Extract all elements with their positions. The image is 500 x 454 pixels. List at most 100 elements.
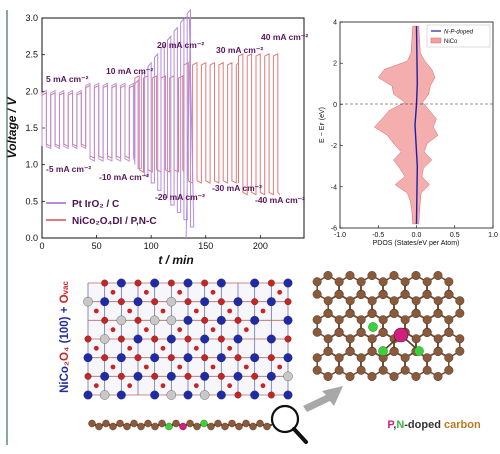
crystal-atom xyxy=(166,296,177,307)
crystal-atom xyxy=(199,390,210,400)
crystal-atom xyxy=(151,372,159,380)
left-y-tick-label: 2.5 xyxy=(25,50,38,60)
crystal-atom xyxy=(183,353,193,363)
graphene-carbon-atom xyxy=(312,277,322,287)
right-legend: N-P-doped NiCo xyxy=(426,24,491,48)
sheet-atom xyxy=(95,422,103,431)
crystal-atom xyxy=(134,354,142,362)
crystal-atom xyxy=(134,279,142,287)
sheet-atom xyxy=(165,422,173,431)
graphene-carbon-atom xyxy=(400,290,410,300)
right-y-tick-label: -4 xyxy=(331,184,337,191)
crystal-atom xyxy=(193,308,199,314)
sheet-atom xyxy=(235,422,243,431)
graphene-carbon-atom xyxy=(411,271,421,281)
series-ptiro2-blowup xyxy=(134,8,195,239)
graphene-carbon-atom xyxy=(400,277,410,287)
crystal-atom xyxy=(283,353,293,363)
crystal-atom xyxy=(217,298,225,306)
sheet-atom xyxy=(123,422,131,431)
graphene-carbon-atom xyxy=(323,334,333,344)
graphene-carbon-atom xyxy=(367,309,377,319)
crystal-atom xyxy=(117,298,125,306)
sheet-atom xyxy=(249,422,257,431)
graphene-carbon-atom xyxy=(455,334,465,344)
crystal-atom xyxy=(200,334,210,344)
graphene-carbon-atom xyxy=(433,271,443,281)
crystal-atom xyxy=(100,371,110,381)
crystal-atom xyxy=(116,315,127,326)
crystal-atom xyxy=(243,327,249,333)
crystal-atom xyxy=(250,315,260,325)
crystal-atom xyxy=(227,308,233,314)
crystal-atom xyxy=(167,354,175,362)
crystal-atom xyxy=(216,278,226,288)
sheet-atom xyxy=(151,422,159,431)
carbon-sheet-side-view xyxy=(88,419,272,431)
annotation-bottom-3: -30 mA cm⁻² xyxy=(212,183,262,193)
crystal-atom xyxy=(217,335,225,343)
crystal-atom xyxy=(166,334,176,344)
sheet-atom xyxy=(179,422,187,431)
graphene-carbon-atom xyxy=(433,296,443,306)
series-nico-pdos-area xyxy=(374,25,439,225)
crystal-atom xyxy=(210,289,216,295)
pn-doped-carbon-structure xyxy=(312,271,465,382)
crystal-atom xyxy=(233,371,243,381)
crystal-atom xyxy=(283,278,293,288)
crystal-atom xyxy=(277,289,283,295)
crystal-atom xyxy=(160,345,166,351)
crystal-atom xyxy=(116,353,126,363)
graphene-carbon-atom xyxy=(334,315,344,325)
graphene-phosphorus-atom xyxy=(393,327,409,343)
graphene-carbon-atom xyxy=(345,334,355,344)
crystal-atom xyxy=(83,296,93,307)
graphene-carbon-atom xyxy=(367,372,377,382)
right-y-tick-label: 2 xyxy=(333,61,337,68)
crystal-atom xyxy=(100,297,110,307)
graphene-carbon-atom xyxy=(323,309,333,319)
graphene-carbon-atom xyxy=(356,353,366,363)
annotation-top-4: 40 mA cm⁻² xyxy=(261,32,308,42)
crystal-atom xyxy=(251,372,259,380)
crystal-atom xyxy=(267,279,275,287)
crystal-atom xyxy=(177,327,183,333)
crystal-atom xyxy=(160,383,166,389)
crystal-atom xyxy=(110,327,116,333)
crystal-atom xyxy=(201,279,209,287)
structure-left-label: NiCo₂O₄ (100) + Ovac xyxy=(59,281,71,393)
annotation-top-1: 10 mA cm⁻² xyxy=(106,66,153,76)
crystal-atom xyxy=(234,354,242,362)
graphene-carbon-atom xyxy=(345,309,355,319)
crystal-atom xyxy=(234,391,242,399)
graphene-carbon-atom xyxy=(389,271,399,281)
graphene-carbon-atom xyxy=(400,365,410,375)
crystal-atom xyxy=(183,315,193,325)
crystal-atom xyxy=(284,298,292,306)
legend-label-nico: NiCo₂O₄DI / P,N-C xyxy=(72,216,157,227)
crystal-atom xyxy=(260,308,266,314)
left-x-tick-label: 0 xyxy=(39,241,44,251)
graphene-carbon-atom xyxy=(356,277,366,287)
right-y-tick-label: -6 xyxy=(331,226,337,233)
crystal-atom xyxy=(183,278,193,288)
crystal-atom xyxy=(250,278,260,288)
nico2o4-structure xyxy=(83,278,293,400)
graphene-carbon-atom xyxy=(444,277,454,287)
sheet-atom xyxy=(221,422,229,431)
crystal-atom xyxy=(200,297,210,307)
graphene-nitrogen-atom xyxy=(368,322,378,332)
graphene-carbon-atom xyxy=(389,296,399,306)
crystal-atom xyxy=(201,354,209,362)
crystal-atom xyxy=(216,315,226,325)
magnifier-icon xyxy=(270,404,308,444)
crystal-atom xyxy=(283,390,293,400)
crystal-atom xyxy=(134,316,142,324)
sheet-atom xyxy=(88,419,96,428)
crystal-atom xyxy=(116,278,126,288)
graphene-carbon-atom xyxy=(400,315,410,325)
graphene-carbon-atom xyxy=(367,347,377,357)
crystal-atom xyxy=(166,315,177,326)
